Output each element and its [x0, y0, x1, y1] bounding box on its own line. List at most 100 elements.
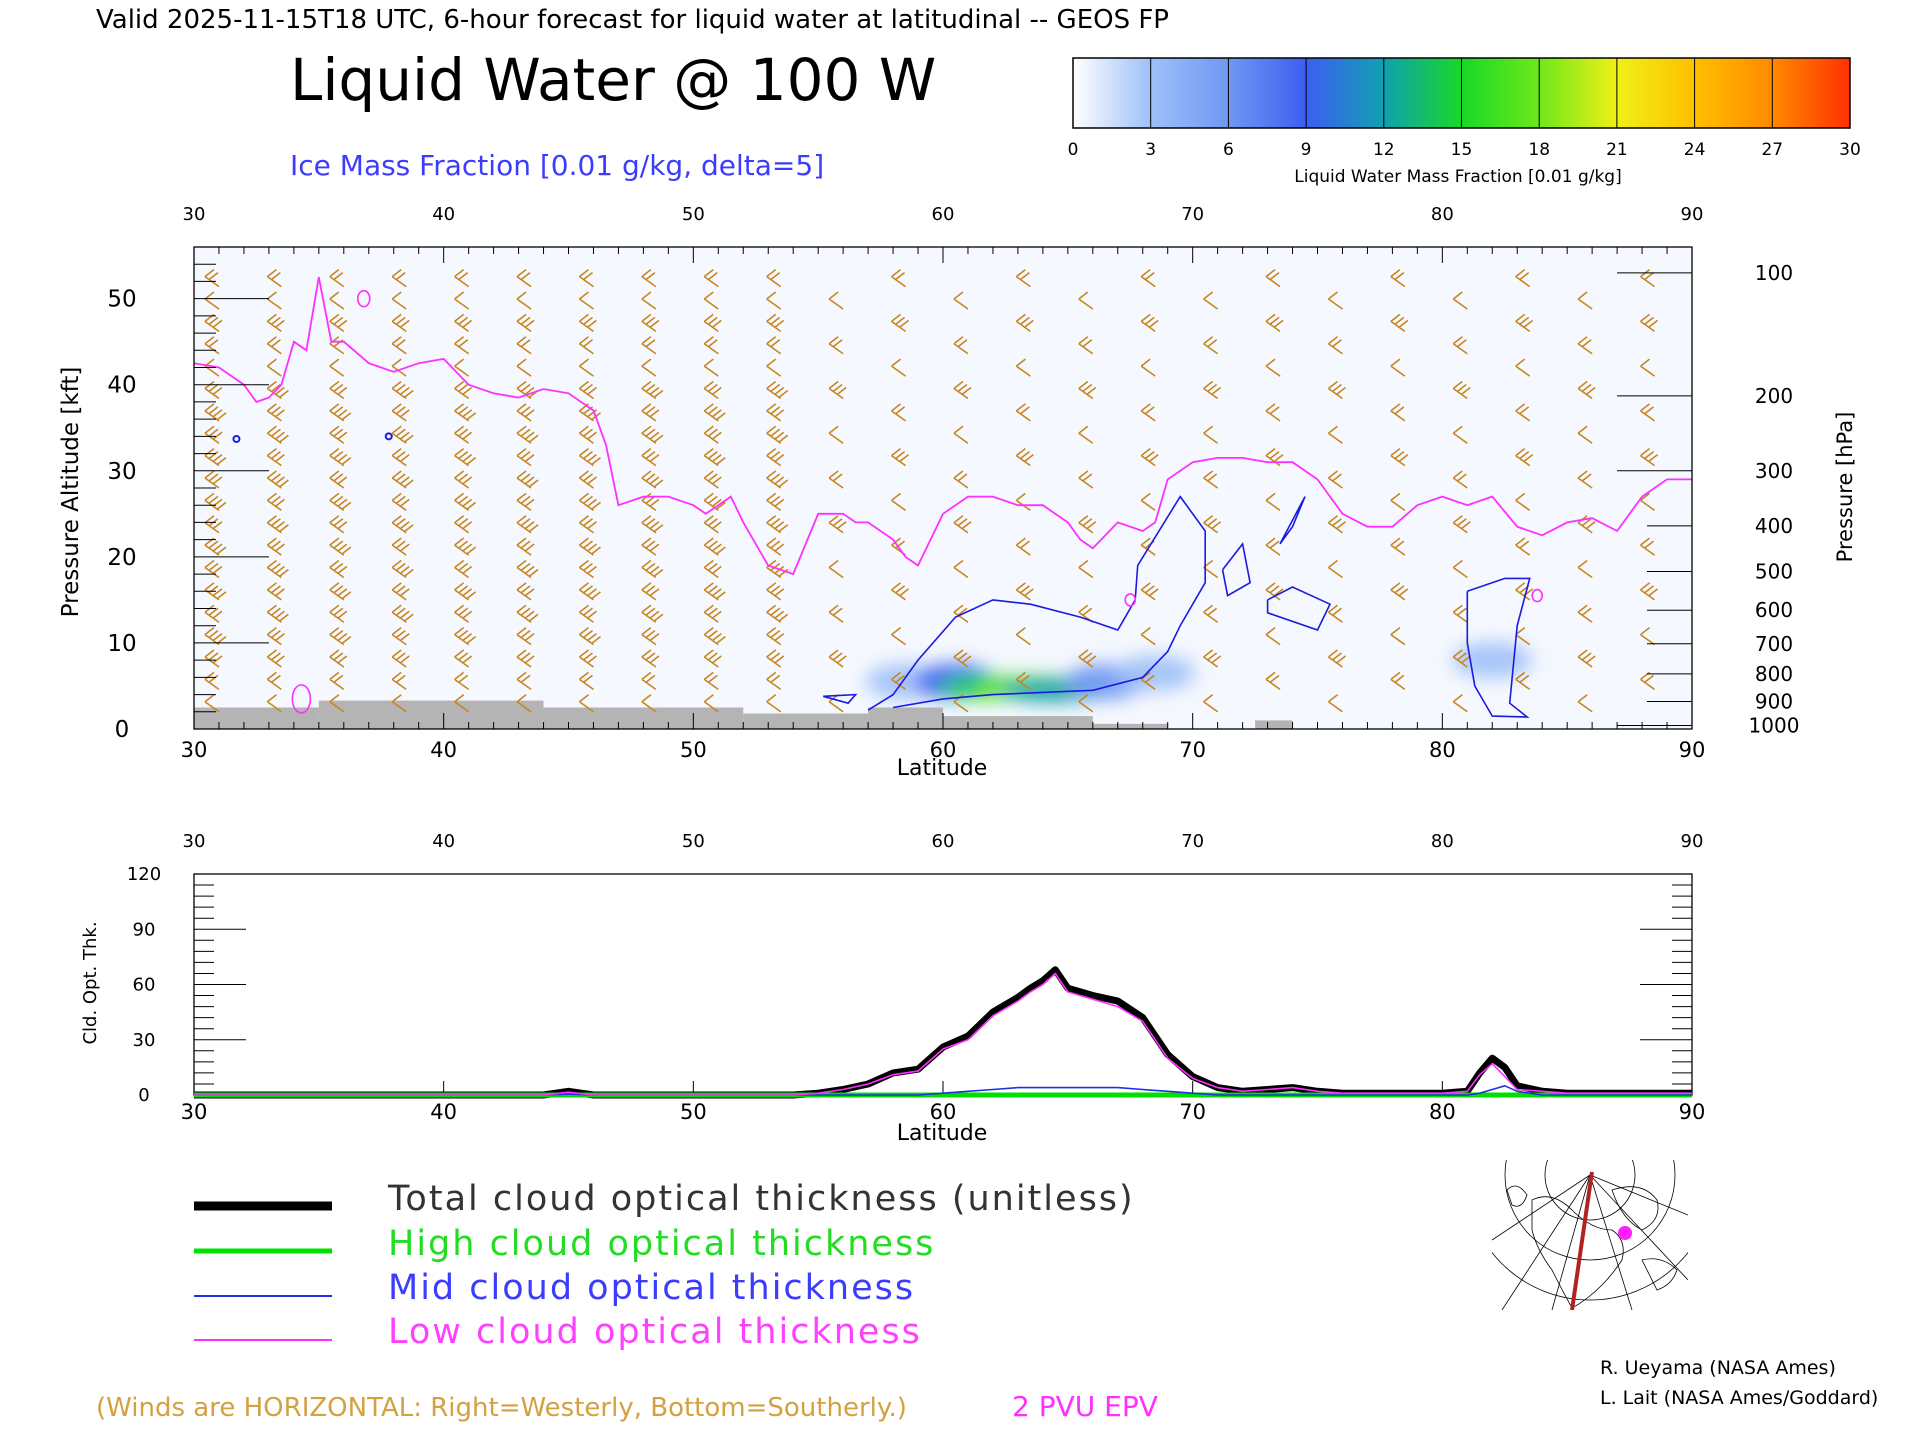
wind-barb-shaft [641, 365, 657, 377]
wind-barb-flag [1456, 518, 1467, 527]
wind-barb [391, 336, 407, 355]
wind-barb-flag [891, 313, 902, 322]
wind-barb-flag [528, 524, 539, 533]
wind-barb-flag [1398, 319, 1409, 328]
wind-barb-shaft [454, 611, 470, 623]
wind-barb-flag [715, 546, 726, 555]
wind-barb-flag [1640, 358, 1651, 367]
wind-barb-flag [957, 339, 968, 348]
wind-barb-flag [703, 447, 714, 457]
wind-barb-shaft [329, 701, 345, 713]
wind-barb [641, 470, 664, 489]
wind-barb [641, 291, 657, 310]
epv-loop [1531, 588, 1544, 603]
wind-barb-flag [204, 559, 215, 569]
wind-barb-flag [208, 652, 219, 661]
wind-barb-shaft [891, 320, 907, 333]
wind-barb-flag [1519, 406, 1530, 415]
wind-barb-flag [208, 495, 219, 505]
wind-barb-shaft [703, 320, 719, 333]
wind-barb-flag [1644, 585, 1655, 594]
wind-barb-flag [891, 537, 902, 546]
wind-barb-flag [266, 604, 277, 613]
wind-barb-shaft [516, 656, 532, 668]
wind-barb-shaft [828, 656, 844, 668]
wind-barb-shaft [641, 275, 657, 288]
wind-barb-shaft [766, 320, 782, 333]
wind-barb [204, 425, 223, 444]
wind-barb-shaft [266, 298, 282, 310]
wind-barb-flag [516, 358, 527, 367]
wind-barb-flag [520, 406, 531, 415]
wind-barb-flag [1581, 607, 1592, 616]
wind-barb [266, 515, 289, 534]
wind-barb [266, 627, 285, 646]
wind-barb-flag [1515, 447, 1526, 457]
wind-barb-flag [1078, 559, 1089, 569]
pressure-tick-label: 900 [1755, 689, 1793, 713]
wind-barb-flag [645, 674, 656, 684]
wind-barb-flag [895, 316, 906, 325]
wind-barb-flag [337, 610, 348, 619]
wind-barb-flag [590, 546, 601, 555]
wind-barb [391, 604, 414, 623]
bottom-xlabel: Latitude [897, 1121, 988, 1146]
wind-barb-flag [1519, 674, 1530, 684]
wind-barb-flag [337, 633, 348, 642]
wind-barb-flag [329, 470, 340, 479]
wind-barb-flag [266, 425, 277, 434]
wind-barb [891, 358, 907, 377]
wind-barb-flag [1577, 649, 1588, 658]
wind-barb-flag [578, 470, 589, 479]
wind-barb-flag [462, 543, 473, 552]
wind-barb-shaft [391, 701, 407, 713]
wind-barb [703, 671, 719, 691]
wind-barb-flag [1640, 403, 1651, 412]
wind-barb-flag [1140, 627, 1151, 636]
wind-barb-flag [649, 655, 660, 664]
top-x-tick-label: 40 [430, 738, 457, 762]
wind-barb-flag [333, 540, 344, 549]
wind-barb-flag [329, 403, 340, 412]
wind-barb-shaft [1265, 320, 1281, 333]
wind-barb-flag [270, 674, 281, 684]
wind-barb-flag [653, 434, 664, 443]
wind-barb-flag [1203, 380, 1214, 390]
wind-barb-shaft [1140, 544, 1156, 556]
wind-barb-shaft [1328, 343, 1343, 355]
wind-barb [578, 515, 597, 534]
wind-barb-flag [582, 585, 593, 594]
wind-barb-flag [828, 470, 839, 479]
wind-barb-shaft [1203, 477, 1219, 489]
wind-barb-shaft [204, 320, 220, 333]
wind-barb-flag [208, 450, 219, 460]
wind-barb [1203, 694, 1219, 713]
wind-barb-shaft [391, 320, 407, 333]
wind-barb-shaft [1515, 454, 1531, 467]
wind-barb [1140, 403, 1156, 422]
wind-barb-shaft [891, 499, 907, 512]
wind-barb-flag [1452, 291, 1463, 300]
wind-barb-flag [770, 316, 781, 325]
wind-barb-shaft [391, 454, 407, 467]
wind-barb-flag [208, 316, 219, 325]
wind-barb-flag [582, 428, 593, 437]
wind-barb-flag [1644, 674, 1655, 684]
wind-barb [703, 403, 726, 422]
wind-barb [391, 649, 410, 668]
wind-barb-flag [715, 501, 726, 511]
wind-barb [266, 380, 289, 400]
wind-barb-flag [641, 336, 652, 345]
wind-barb-flag [766, 649, 777, 658]
wind-barb-flag [641, 447, 652, 457]
wind-barb [1078, 291, 1094, 310]
wind-barb-flag [953, 649, 964, 658]
wind-barb-flag [1390, 492, 1401, 502]
series-line [194, 972, 1692, 1096]
wind-barb-flag [341, 456, 352, 466]
wind-barb-flag [391, 559, 402, 569]
wind-barb-flag [774, 588, 785, 597]
wind-barb-flag [645, 450, 656, 460]
wind-barb-shaft [391, 544, 407, 556]
wind-barb-flag [1390, 447, 1401, 457]
